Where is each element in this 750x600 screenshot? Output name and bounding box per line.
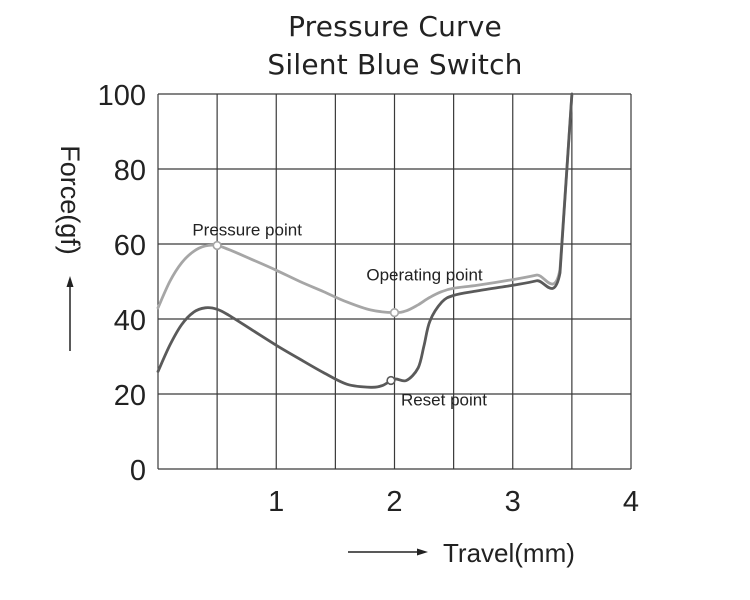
- operating-point-label: Operating point: [366, 266, 483, 285]
- pressure-point-marker: [212, 240, 222, 251]
- actuation-force-line: [156, 92, 574, 315]
- y-tick-label: 0: [130, 455, 146, 487]
- y-tick-label: 20: [114, 380, 146, 412]
- x-tick-label: 1: [268, 486, 284, 518]
- y-tick-label: 80: [114, 155, 146, 187]
- y-tick-label: 100: [98, 80, 146, 112]
- series-lines: [156, 92, 574, 389]
- x-tick-label: 4: [623, 486, 639, 518]
- annotations: Pressure point Operating point Reset point: [192, 221, 487, 410]
- x-tick-label: 2: [386, 486, 402, 518]
- axes: 0 20 40 60 80 100 1 2 3 4: [98, 80, 639, 518]
- chart-subtitle: Silent Blue Switch: [267, 48, 523, 81]
- y-tick-label: 40: [114, 305, 146, 337]
- reset-point-marker: [386, 375, 396, 386]
- reset-point-label: Reset point: [401, 391, 487, 410]
- y-axis-arrow: [66, 276, 74, 351]
- chart-title: Pressure Curve: [288, 10, 502, 43]
- return-force-line: [156, 92, 574, 389]
- y-tick-label: 60: [114, 230, 146, 262]
- x-tick-label: 3: [505, 486, 521, 518]
- x-axis-arrow: [348, 548, 428, 556]
- operating-point-marker: [389, 308, 400, 318]
- pressure-point-label: Pressure point: [192, 221, 302, 240]
- y-axis-label: Force(gf): [55, 145, 85, 255]
- x-axis-label: Travel(mm): [443, 538, 575, 568]
